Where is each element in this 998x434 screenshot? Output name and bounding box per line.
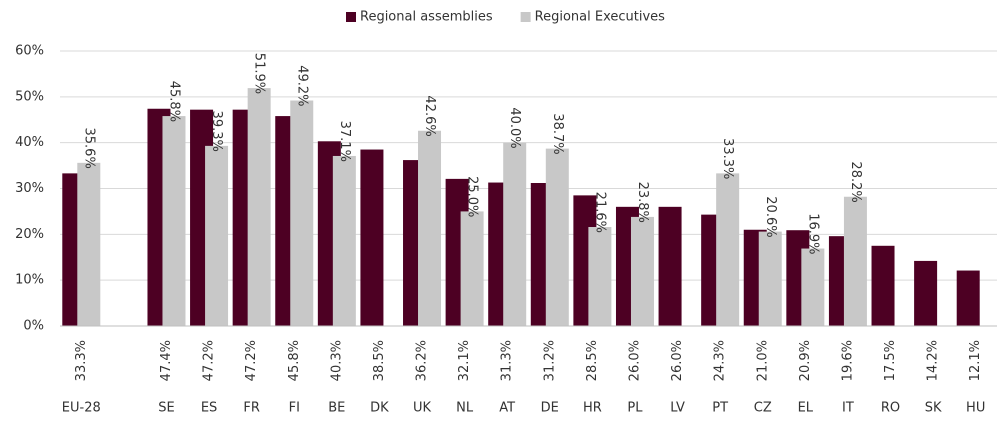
value-label: 45.8% (287, 340, 302, 381)
x-tick-label: HR (583, 401, 602, 416)
bar (332, 155, 356, 326)
value-label: 40.0% (507, 107, 522, 148)
value-label: 36.2% (415, 340, 430, 381)
bar (914, 260, 938, 326)
value-label: 31.3% (500, 340, 515, 381)
x-tick-label: PT (712, 401, 728, 416)
bar (247, 88, 271, 326)
bar (77, 162, 101, 326)
value-label: 33.3% (720, 138, 735, 179)
x-tick-label: LV (670, 401, 685, 416)
bar (716, 173, 740, 326)
x-tick-label: PL (627, 401, 643, 416)
value-label: 16.9% (805, 213, 820, 254)
y-tick-label: 0% (23, 319, 44, 334)
value-label: 23.8% (635, 182, 650, 223)
value-label: 20.6% (763, 196, 778, 237)
value-label: 47.2% (202, 340, 217, 381)
y-tick-label: 40% (15, 135, 44, 150)
value-label: 38.7% (550, 113, 565, 154)
value-label: 37.1% (337, 121, 352, 162)
value-label: 28.5% (585, 340, 600, 381)
value-label: 47.2% (244, 340, 259, 381)
y-tick-label: 30% (15, 181, 44, 196)
value-label: 42.6% (422, 95, 437, 136)
bar (360, 149, 384, 326)
x-tick-label: DE (541, 401, 559, 416)
bar (956, 270, 980, 326)
y-tick-label: 50% (15, 89, 44, 104)
x-tick-label: BE (328, 401, 345, 416)
legend-swatch (520, 12, 531, 22)
legend-label: Regional assemblies (360, 10, 493, 25)
value-label: 19.6% (840, 340, 855, 381)
x-tick-label: FR (243, 401, 260, 416)
value-label: 28.2% (848, 161, 863, 202)
value-label: 49.2% (294, 65, 309, 106)
x-tick-label: RO (881, 401, 900, 416)
value-label: 35.6% (81, 128, 96, 169)
bar (658, 206, 682, 326)
value-label: 45.8% (166, 81, 181, 122)
value-label: 39.3% (209, 111, 224, 152)
x-tick-label: SK (925, 401, 942, 416)
x-tick-label: AT (499, 401, 515, 416)
x-tick-label: HU (966, 401, 985, 416)
value-label: 31.2% (542, 340, 557, 381)
value-label: 47.4% (159, 340, 174, 381)
legend-swatch (346, 12, 356, 22)
x-tick-label: CZ (754, 401, 772, 416)
value-label: 25.0% (465, 176, 480, 217)
x-tick-label: FI (289, 401, 300, 416)
bar (460, 211, 484, 326)
value-label: 17.5% (883, 340, 898, 381)
value-label: 32.1% (457, 340, 472, 381)
bar (630, 216, 654, 326)
value-label: 26.0% (670, 340, 685, 381)
y-tick-label: 20% (15, 227, 44, 242)
value-label: 21.0% (755, 340, 770, 381)
bar (205, 145, 229, 326)
value-label: 12.1% (968, 340, 983, 381)
x-tick-label: SE (158, 401, 174, 416)
x-tick-label: EL (798, 401, 814, 416)
bar (871, 245, 895, 326)
bar (801, 248, 825, 326)
bar (162, 116, 186, 326)
x-tick-label: EU-28 (62, 401, 101, 416)
value-label: 33.3% (74, 340, 89, 381)
bar (758, 231, 782, 326)
x-tick-label: IT (842, 401, 854, 416)
x-tick-label: NL (456, 401, 474, 416)
value-label: 21.6% (592, 192, 607, 233)
bar (545, 148, 569, 326)
value-label: 26.0% (627, 340, 642, 381)
bar (418, 130, 442, 326)
bar (503, 142, 527, 326)
value-label: 20.9% (798, 340, 813, 381)
value-label: 40.3% (329, 340, 344, 381)
x-tick-label: UK (413, 401, 432, 416)
x-tick-label: DK (370, 401, 389, 416)
y-tick-label: 10% (15, 273, 44, 288)
value-label: 38.5% (372, 340, 387, 381)
value-label: 51.9% (252, 53, 267, 94)
legend-label: Regional Executives (535, 10, 666, 25)
y-tick-label: 60% (15, 44, 44, 59)
x-tick-label: ES (201, 401, 217, 416)
bar (843, 196, 867, 326)
bar (290, 100, 314, 326)
value-label: 14.2% (926, 340, 941, 381)
value-label: 24.3% (713, 340, 728, 381)
bar (588, 227, 612, 326)
